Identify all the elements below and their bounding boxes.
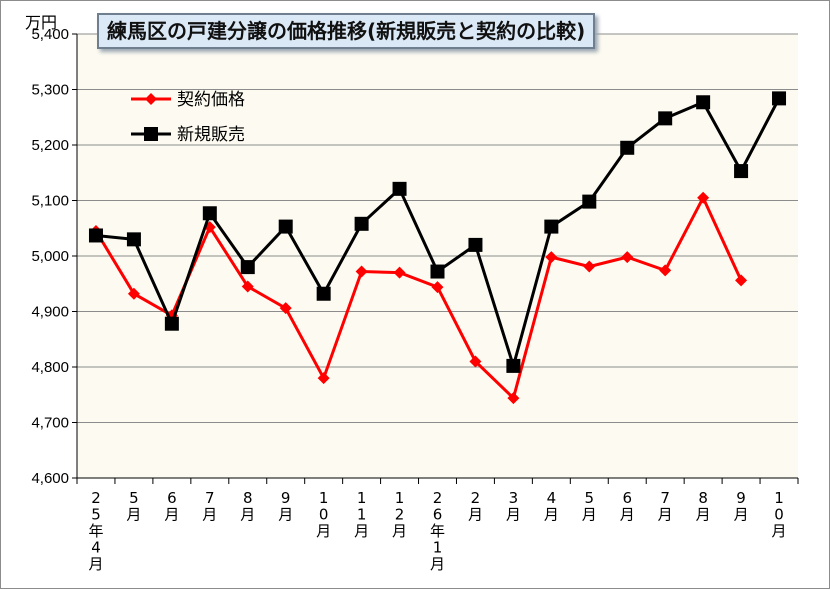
data-point (697, 191, 710, 204)
legend-marker (145, 93, 157, 105)
data-point (696, 95, 711, 110)
data-point (620, 140, 635, 155)
data-point (393, 266, 406, 279)
data-point (354, 216, 369, 231)
data-point (241, 280, 254, 293)
y-tick-label: 5,200 (31, 137, 69, 154)
data-point (278, 219, 293, 234)
data-point (544, 219, 559, 234)
data-point (317, 372, 330, 385)
data-point (582, 194, 597, 209)
y-tick-label: 5,400 (31, 26, 69, 43)
data-point (468, 237, 483, 252)
data-point (127, 287, 140, 300)
data-point (545, 251, 558, 264)
data-point (392, 181, 407, 196)
data-point (734, 164, 749, 179)
data-point (735, 274, 748, 287)
data-point (431, 281, 444, 294)
data-point (506, 358, 521, 373)
y-tick-label: 5,000 (31, 248, 69, 265)
data-point (430, 264, 445, 279)
y-tick-label: 4,700 (31, 415, 69, 432)
data-point (355, 265, 368, 278)
chart-title: 練馬区の戸建分譲の価格推移(新規販売と契約の比較) (97, 13, 596, 49)
y-tick-label: 4,600 (31, 470, 69, 487)
data-point (202, 206, 217, 221)
data-point (507, 392, 520, 405)
y-tick-label: 5,100 (31, 193, 69, 210)
data-point (772, 91, 787, 106)
y-unit-label: 万円 (25, 13, 58, 32)
data-point (316, 286, 331, 301)
legend-label: 新規販売 (177, 125, 245, 145)
data-point (658, 111, 673, 126)
y-tick-label: 4,900 (31, 304, 69, 321)
y-tick-label: 4,800 (31, 359, 69, 376)
data-point (279, 302, 292, 315)
data-point (621, 251, 634, 264)
data-point (164, 316, 179, 331)
legend-marker (144, 127, 158, 141)
series-line-1 (94, 194, 743, 401)
data-point (88, 228, 103, 243)
data-point (583, 260, 596, 273)
data-point (126, 232, 141, 247)
data-point (240, 260, 255, 275)
data-point (659, 264, 672, 277)
data-point (469, 355, 482, 368)
y-tick-label: 5,300 (31, 82, 69, 99)
legend-label: 契約価格 (177, 90, 245, 110)
